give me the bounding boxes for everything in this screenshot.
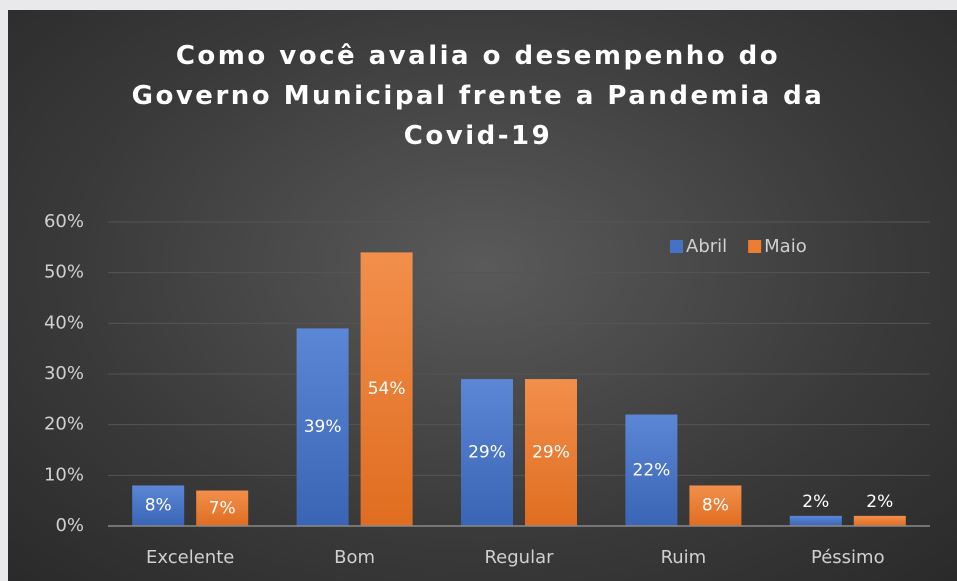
value-label: 39% xyxy=(304,417,342,437)
bar xyxy=(461,379,513,526)
value-label: 8% xyxy=(145,496,172,516)
bar xyxy=(789,515,842,526)
bar xyxy=(296,328,349,526)
y-tick-label: 30% xyxy=(44,363,84,384)
x-tick-label: Excelente xyxy=(146,547,234,568)
legend-swatch xyxy=(670,240,683,253)
legend-label: Maio xyxy=(764,236,807,257)
y-tick-label: 10% xyxy=(44,464,84,485)
y-tick-label: 0% xyxy=(55,515,84,536)
bar xyxy=(853,515,906,526)
x-tick-label: Ruim xyxy=(661,547,707,568)
bar xyxy=(689,485,742,526)
x-tick-label: Regular xyxy=(484,547,554,568)
value-label: 29% xyxy=(468,443,506,463)
bar xyxy=(132,485,185,526)
value-label: 2% xyxy=(866,492,893,512)
y-tick-label: 60% xyxy=(44,211,84,232)
x-tick-label: Péssimo xyxy=(811,547,885,568)
legend-swatch xyxy=(748,240,762,253)
x-tick-label: Bom xyxy=(334,547,375,568)
legend-label: Abril xyxy=(686,236,727,257)
value-label: 2% xyxy=(802,492,829,512)
y-tick-label: 40% xyxy=(44,312,84,333)
chart-title: Como você avalia o desempenho do Governo… xyxy=(131,41,825,151)
value-label: 22% xyxy=(633,460,671,480)
y-tick-label: 20% xyxy=(44,414,84,435)
value-label: 8% xyxy=(702,496,729,516)
y-tick-label: 50% xyxy=(44,262,84,283)
value-label: 7% xyxy=(209,498,236,518)
bar xyxy=(625,414,678,526)
bar xyxy=(525,379,577,526)
value-label: 54% xyxy=(368,379,406,399)
bar xyxy=(196,490,249,526)
value-label: 29% xyxy=(532,443,570,463)
bar xyxy=(360,252,413,526)
